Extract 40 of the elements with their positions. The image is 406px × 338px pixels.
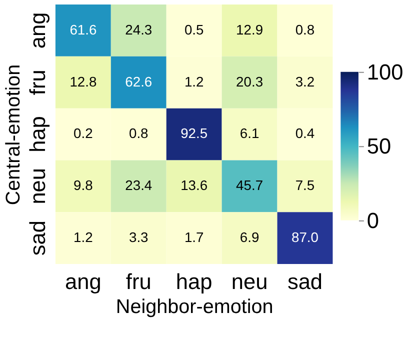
y-axis-title: Central-emotion (2, 64, 24, 206)
data-label: 0.8 (128, 125, 149, 142)
x-tick-label: fru (126, 269, 152, 294)
data-label: 0.8 (295, 21, 315, 38)
y-tick-label: fru (25, 70, 50, 96)
color-bar-label: 0 (366, 208, 379, 233)
data-label: 24.3 (125, 21, 152, 38)
data-label: 3.3 (128, 228, 149, 245)
y-tick-label: hap (25, 116, 50, 152)
data-label: 1.7 (184, 228, 204, 245)
data-label: 0.5 (184, 21, 204, 38)
data-label: 12.8 (70, 73, 97, 90)
x-axis-title: Neighbor-emotion (116, 296, 274, 318)
data-label: 87.0 (292, 228, 319, 245)
x-tick-label: hap (176, 269, 212, 294)
data-label: 9.8 (74, 177, 94, 194)
data-label: 61.6 (70, 21, 97, 38)
data-label: 1.2 (184, 73, 204, 90)
data-label: 20.3 (236, 73, 264, 90)
data-label: 3.2 (295, 73, 315, 90)
data-label: 0.4 (295, 125, 315, 142)
data-label: 23.4 (125, 177, 152, 194)
x-tick-label: sad (287, 269, 323, 294)
x-tick-label: neu (231, 269, 268, 294)
data-label: 1.2 (74, 228, 94, 245)
color-bar-label: 100 (366, 59, 404, 84)
data-label: 12.9 (236, 21, 264, 38)
data-label: 0.2 (74, 125, 94, 142)
y-tick-label: sad (25, 220, 50, 256)
x-tick-label: ang (65, 269, 102, 294)
data-label: 6.1 (240, 125, 260, 142)
data-label: 6.9 (240, 228, 260, 245)
y-tick-label: neu (25, 168, 50, 204)
data-label: 62.6 (125, 73, 152, 90)
data-label: 13.6 (180, 177, 208, 194)
color-bar-label: 50 (366, 134, 392, 159)
data-label: 92.5 (180, 125, 208, 142)
data-label: 7.5 (295, 177, 315, 194)
y-tick-label: ang (25, 12, 50, 49)
data-label: 45.7 (236, 177, 264, 194)
